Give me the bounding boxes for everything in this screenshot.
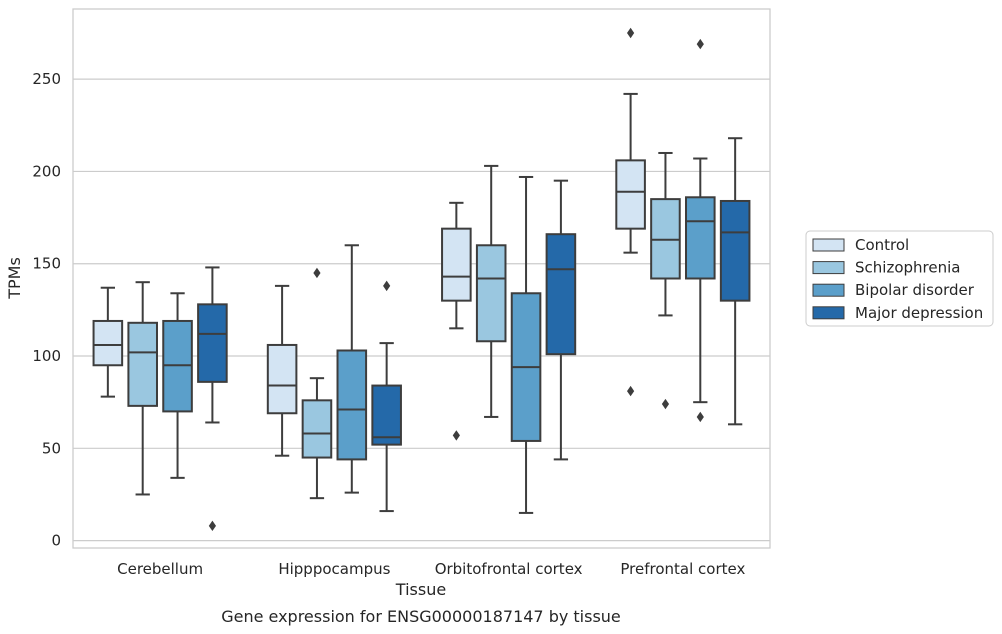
box-series — [92, 27, 751, 532]
iqr-box — [441, 227, 472, 302]
y-tick-label: 100 — [32, 347, 61, 365]
outlier-point — [452, 430, 460, 441]
box-control — [266, 284, 298, 457]
box-major-depression — [371, 280, 402, 513]
legend-label: Control — [855, 236, 909, 254]
outlier-point — [696, 411, 704, 423]
box-schizophrenia — [475, 164, 507, 418]
box-major-depression — [545, 179, 577, 461]
box-schizophrenia — [127, 281, 158, 496]
box-bipolar-disorder — [162, 292, 193, 479]
y-axis-label: TPMs — [5, 257, 24, 300]
x-tick-label: Prefrontal cortex — [620, 560, 745, 578]
outlier-point — [627, 385, 635, 397]
legend: Control Schizophrenia Bipolar disorder Majo… — [805, 230, 994, 327]
iqr-box — [545, 233, 577, 356]
box-control — [615, 27, 646, 397]
iqr-box — [301, 399, 333, 459]
legend-label: Bipolar disorder — [855, 281, 975, 299]
legend-frame — [805, 230, 994, 327]
legend-swatch — [812, 283, 845, 297]
iqr-box — [336, 349, 368, 461]
box-schizophrenia — [650, 151, 681, 410]
outlier-point — [696, 38, 704, 50]
x-axis-label: Tissue — [395, 580, 446, 599]
iqr-box — [475, 244, 507, 343]
x-tick-label: Cerebellum — [117, 560, 203, 578]
iqr-box — [615, 159, 646, 230]
legend-label: Schizophrenia — [855, 259, 960, 277]
box-schizophrenia — [301, 267, 333, 500]
plot-frame — [72, 8, 771, 549]
y-tick-label: 150 — [32, 255, 61, 273]
legend-swatch — [812, 238, 845, 252]
iqr-box — [719, 199, 751, 302]
iqr-box — [197, 303, 228, 383]
y-tick-labels: 0 50 100 150 200 250 — [32, 70, 61, 549]
outlier-point — [627, 27, 635, 39]
box-bipolar-disorder — [510, 175, 542, 514]
outlier-point — [383, 280, 391, 292]
box-bipolar-disorder — [336, 244, 368, 494]
legend-swatch — [812, 306, 845, 320]
outlier-point — [661, 398, 670, 410]
iqr-box — [92, 319, 124, 367]
outlier-point — [208, 520, 216, 532]
y-tick-label: 250 — [32, 70, 61, 88]
x-tick-label: Orbitofrontal cortex — [435, 560, 583, 578]
outlier-point — [313, 267, 321, 279]
chart-caption: Gene expression for ENSG00000187147 by t… — [221, 607, 621, 626]
iqr-box — [685, 196, 716, 280]
x-tick-label: Hipppocampus — [278, 560, 390, 578]
box-major-depression — [197, 266, 228, 532]
y-tick-label: 0 — [51, 532, 61, 550]
x-tick-labels: Cerebellum Hipppocampus Orbitofrontal cort… — [117, 560, 745, 578]
iqr-box — [127, 321, 158, 407]
y-tick-label: 50 — [42, 439, 61, 457]
box-control — [441, 201, 472, 441]
box-control — [92, 286, 124, 398]
y-tick-label: 200 — [32, 162, 61, 180]
iqr-box — [371, 384, 402, 446]
box-bipolar-disorder — [685, 38, 716, 423]
legend-label: Major depression — [855, 304, 983, 322]
legend-swatch — [812, 261, 845, 275]
iqr-box — [266, 343, 298, 415]
box-major-depression — [719, 137, 751, 426]
